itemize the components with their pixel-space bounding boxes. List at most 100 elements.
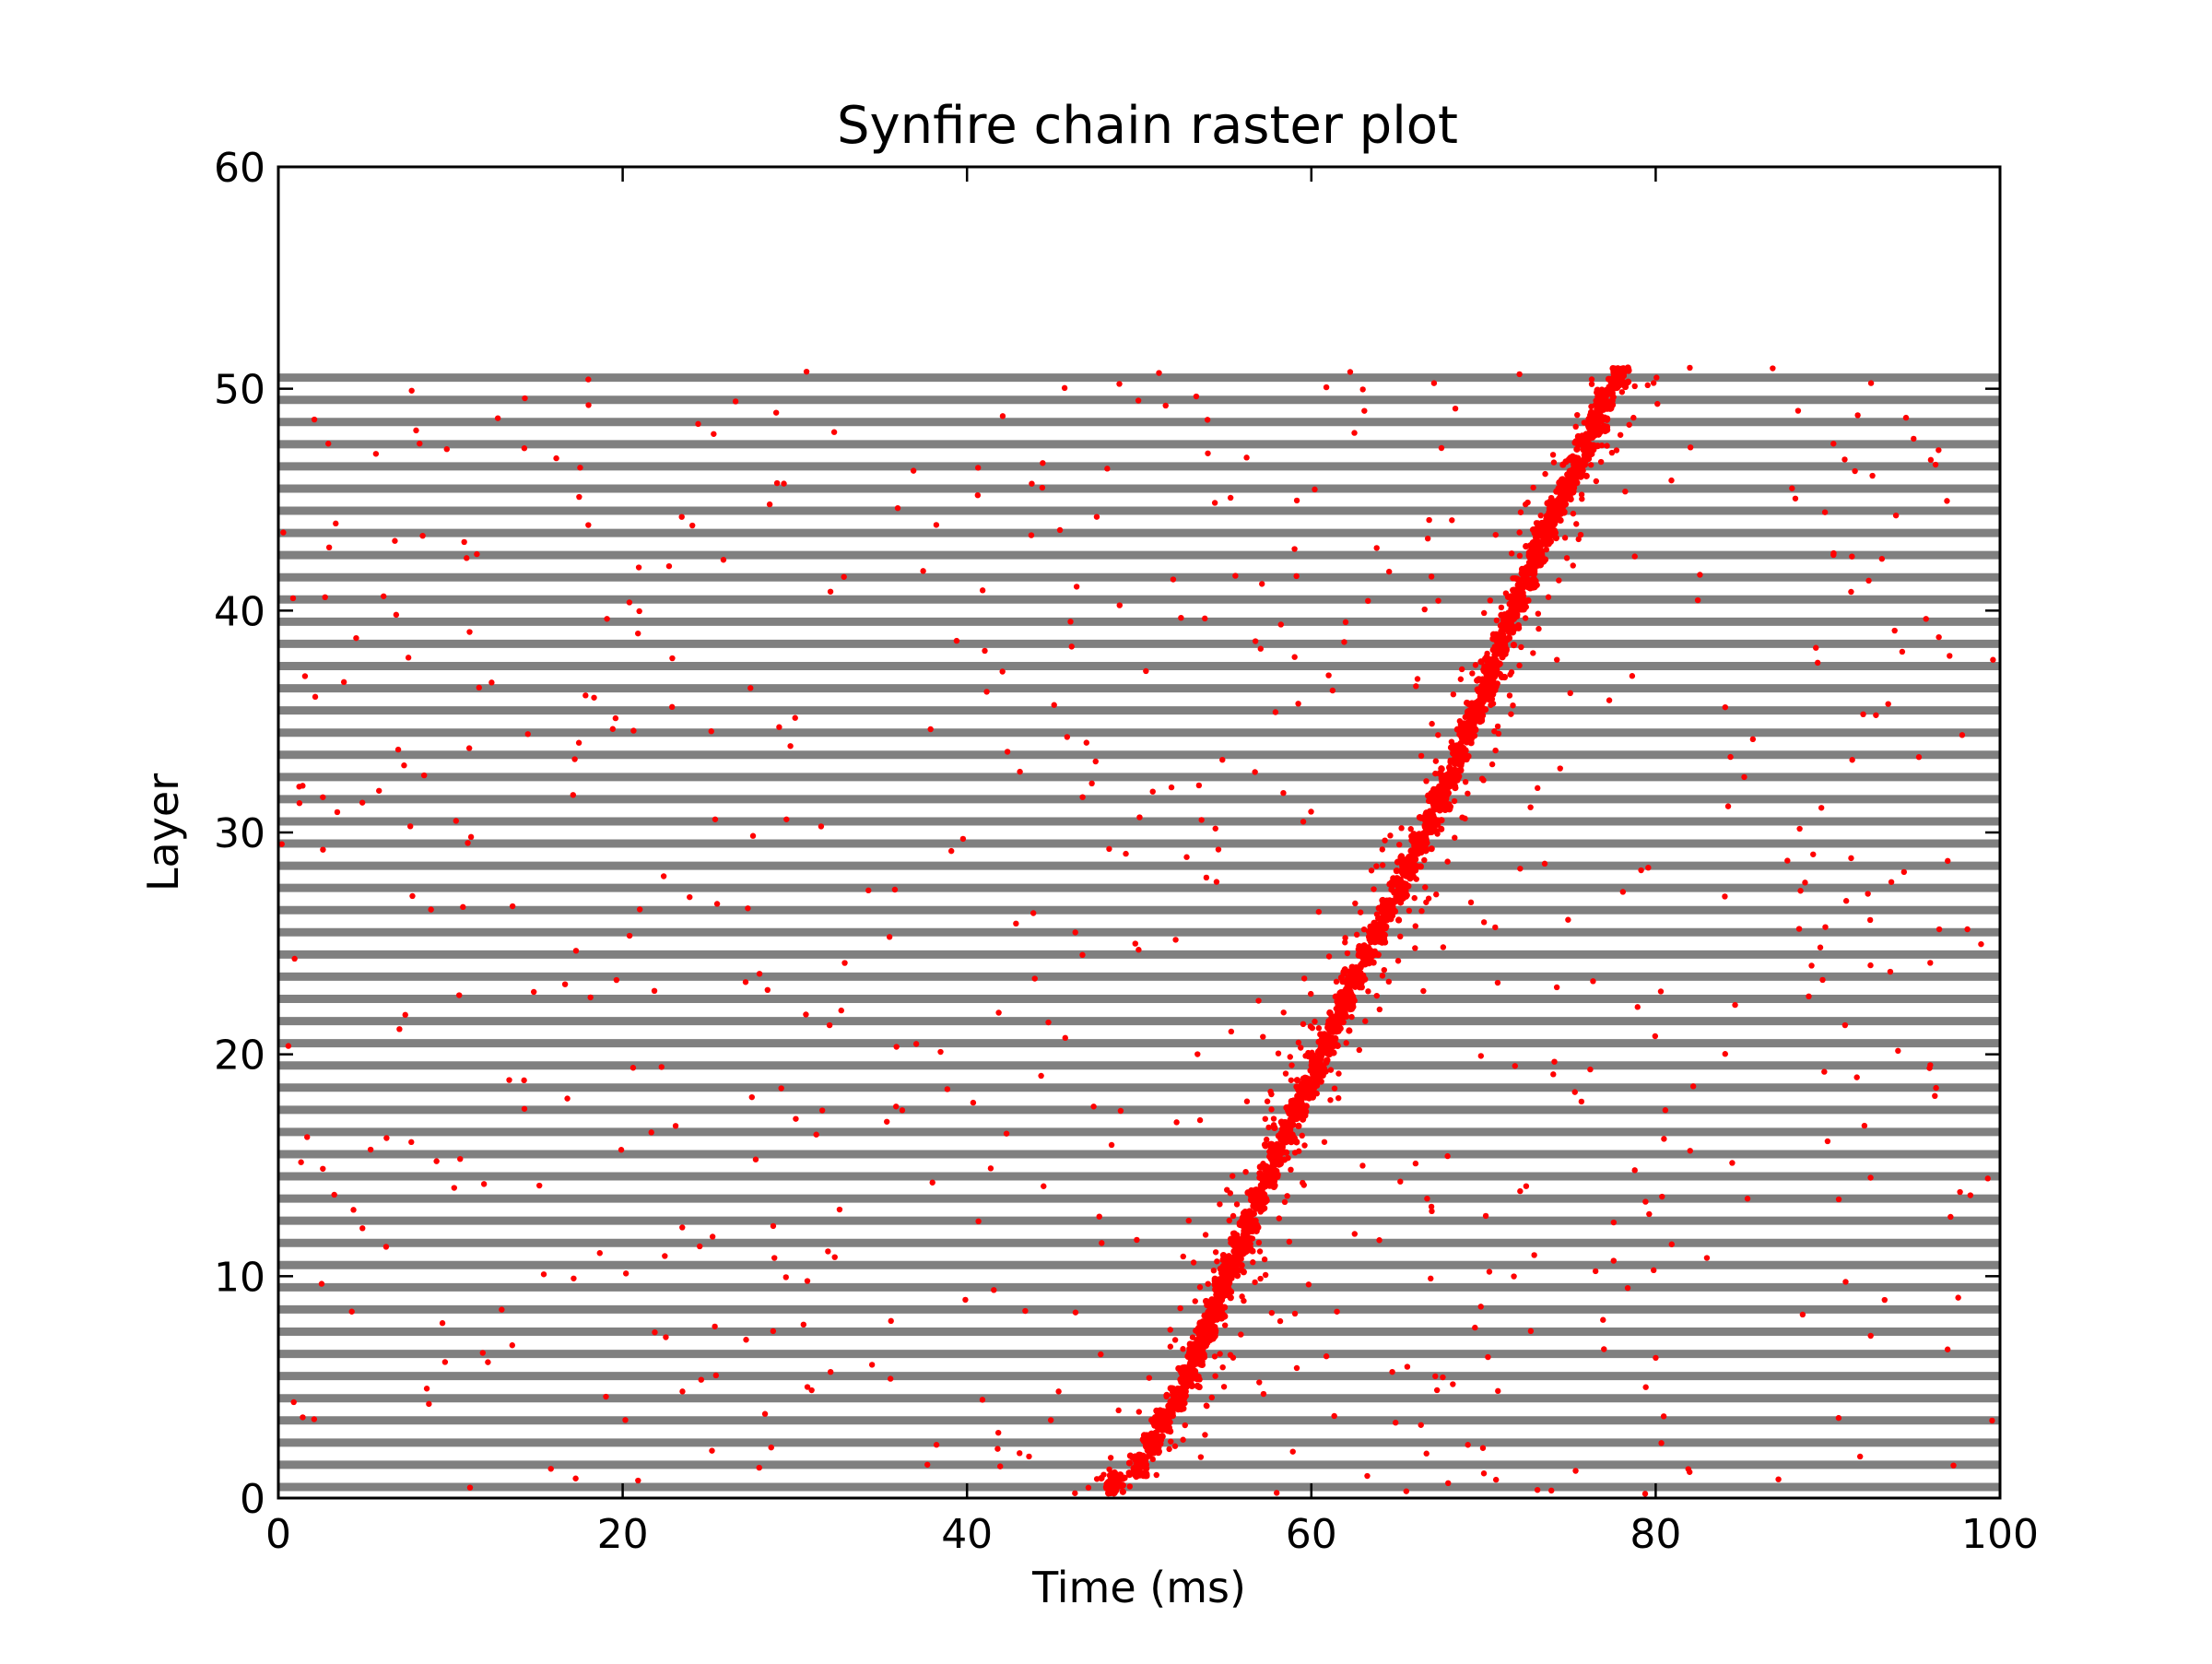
spike-point-near-2-5: [1166, 1446, 1172, 1453]
spike-point-bg-540: [773, 479, 781, 487]
spike-point-near-16-3: [1288, 1135, 1295, 1141]
spike-point-near-16-2: [1265, 1124, 1272, 1131]
spike-point-near-3-0: [1135, 1409, 1142, 1415]
spike-point-near-8-3: [1204, 1313, 1211, 1319]
spike-point-pulse-26-58: [1382, 905, 1390, 914]
spike-point-pulse-11-45: [1249, 1247, 1256, 1255]
spike-point-pulse-37-55: [1486, 665, 1493, 672]
spike-point-pulse-18-55: [1309, 1093, 1316, 1101]
spike-point-pulse-49-51: [1609, 394, 1617, 401]
spike-point-bg-337: [1517, 866, 1524, 872]
spike-point-near-23-3: [1333, 978, 1340, 985]
spike-point-bg-325: [1619, 889, 1627, 895]
spike-point-near-11-4: [1228, 1239, 1234, 1246]
spike-point-bg-386: [1557, 765, 1563, 772]
spike-point-near-40-3: [1487, 597, 1494, 604]
spike-point-bg-611: [1430, 380, 1438, 386]
spike-point-pulse-46-37: [1559, 461, 1567, 468]
spike-point-bg-501: [1232, 572, 1239, 579]
spike-point-bg-184: [457, 1155, 464, 1162]
spike-point-bg-603: [1687, 364, 1693, 372]
spike-point-near-10-0: [1250, 1259, 1256, 1266]
spike-point-bg-370: [334, 808, 341, 816]
spike-point-bg-125: [1651, 1267, 1657, 1274]
spike-point-pulse-42-57: [1532, 557, 1540, 564]
spike-point-bg-160: [1957, 1188, 1963, 1196]
spike-point-bg-407: [1219, 756, 1226, 763]
spike-point-bg-67: [1256, 1379, 1263, 1386]
spike-point-bg-534: [1093, 513, 1100, 520]
spike-point-near-9-0: [1196, 1284, 1204, 1291]
spike-point-pulse-41-57: [1514, 581, 1522, 589]
spike-point-bg-190: [618, 1147, 625, 1153]
spike-point-near-5-0: [1219, 1363, 1226, 1371]
spike-point-bg-16: [547, 1466, 554, 1472]
spike-point-pulse-34-55: [1469, 724, 1477, 731]
spike-point-bg-139: [1256, 1248, 1264, 1255]
spike-point-near-43-3: [1561, 535, 1569, 541]
spike-point-bg-105: [1799, 1311, 1806, 1318]
spike-point-bg-596: [1162, 402, 1169, 409]
spike-point-bg-24: [1289, 1448, 1296, 1455]
spike-point-bg-276: [1553, 984, 1560, 991]
spike-point-bg-402: [787, 743, 794, 749]
spike-point-near-22-4: [1340, 997, 1347, 1004]
spike-point-bg-19: [1572, 1468, 1579, 1474]
spike-point-pulse-41-59: [1518, 570, 1526, 578]
spike-point-bg-443: [747, 685, 754, 691]
spike-point-near-7-3: [1238, 1331, 1244, 1338]
spike-point-bg-302: [1936, 926, 1943, 933]
spike-point-pulse-28-55: [1407, 863, 1415, 870]
spike-point-bg-129: [1703, 1255, 1711, 1261]
spike-point-near-0-2: [1126, 1483, 1134, 1490]
spike-point-near-46-0: [1542, 470, 1548, 478]
spike-point-near-18-4: [1313, 1090, 1320, 1097]
spike-point-bg-14: [996, 1463, 1004, 1469]
spike-point-bg-571: [325, 441, 332, 447]
spike-point-bg-280: [613, 976, 620, 984]
spike-point-bg-201: [383, 1135, 390, 1141]
y-tick-label-30: 30: [214, 810, 265, 857]
spike-point-bg-447: [1814, 659, 1821, 667]
spike-point-bg-369: [453, 818, 460, 824]
spike-point-near-45-0: [1547, 494, 1555, 502]
spike-point-pulse-21-59: [1325, 1018, 1333, 1025]
spike-point-bg-262: [1228, 1028, 1235, 1035]
spike-point-pulse-15-59: [1272, 1147, 1279, 1154]
spike-point-pulse-43-57: [1534, 537, 1541, 545]
spike-point-pulse-11-57: [1236, 1249, 1243, 1257]
spike-point-near-15-5: [1296, 1148, 1302, 1154]
spike-point-bg-507: [464, 555, 470, 561]
spike-point-bg-502: [841, 573, 847, 580]
spike-point-bg-68: [1440, 1374, 1446, 1381]
spike-point-near-0-4: [1085, 1484, 1092, 1491]
spike-point-bg-367: [1308, 808, 1314, 815]
spike-point-pulse-8-53: [1220, 1304, 1229, 1311]
spike-point-bg-422: [612, 714, 619, 722]
spike-point-bg-293: [1817, 944, 1824, 950]
spike-point-bg-428: [1295, 701, 1301, 707]
spike-point-bg-487: [322, 594, 328, 601]
spike-point-bg-111: [782, 1274, 789, 1280]
spike-point-bg-136: [596, 1250, 603, 1257]
spike-point-bg-35: [1202, 1432, 1208, 1438]
spike-point-pulse-18-7: [1293, 1077, 1301, 1084]
y-tick-label-60: 60: [214, 145, 265, 192]
spike-point-near-20-0: [1343, 1040, 1349, 1046]
spike-point-pulse-17-42: [1287, 1115, 1295, 1123]
spike-point-bg-363: [1300, 819, 1307, 825]
spike-point-near-48-1: [1630, 414, 1637, 421]
spike-point-pulse-1-58: [1139, 1460, 1147, 1469]
spike-point-bg-239: [1927, 1062, 1934, 1068]
spike-point-bg-418: [575, 739, 582, 746]
spike-point-pulse-23-58: [1357, 972, 1365, 979]
spike-point-near-24-0: [1355, 946, 1362, 952]
spike-point-bg-78: [868, 1362, 876, 1368]
spike-point-bg-411: [708, 728, 714, 735]
spike-point-near-24-3: [1367, 958, 1374, 965]
spike-point-near-40-5: [1523, 604, 1530, 610]
spike-point-near-50-3: [1588, 376, 1595, 383]
spike-point-bg-299: [1412, 945, 1418, 951]
spike-point-bg-86: [439, 1320, 446, 1327]
spike-point-pulse-28-34: [1417, 863, 1424, 870]
